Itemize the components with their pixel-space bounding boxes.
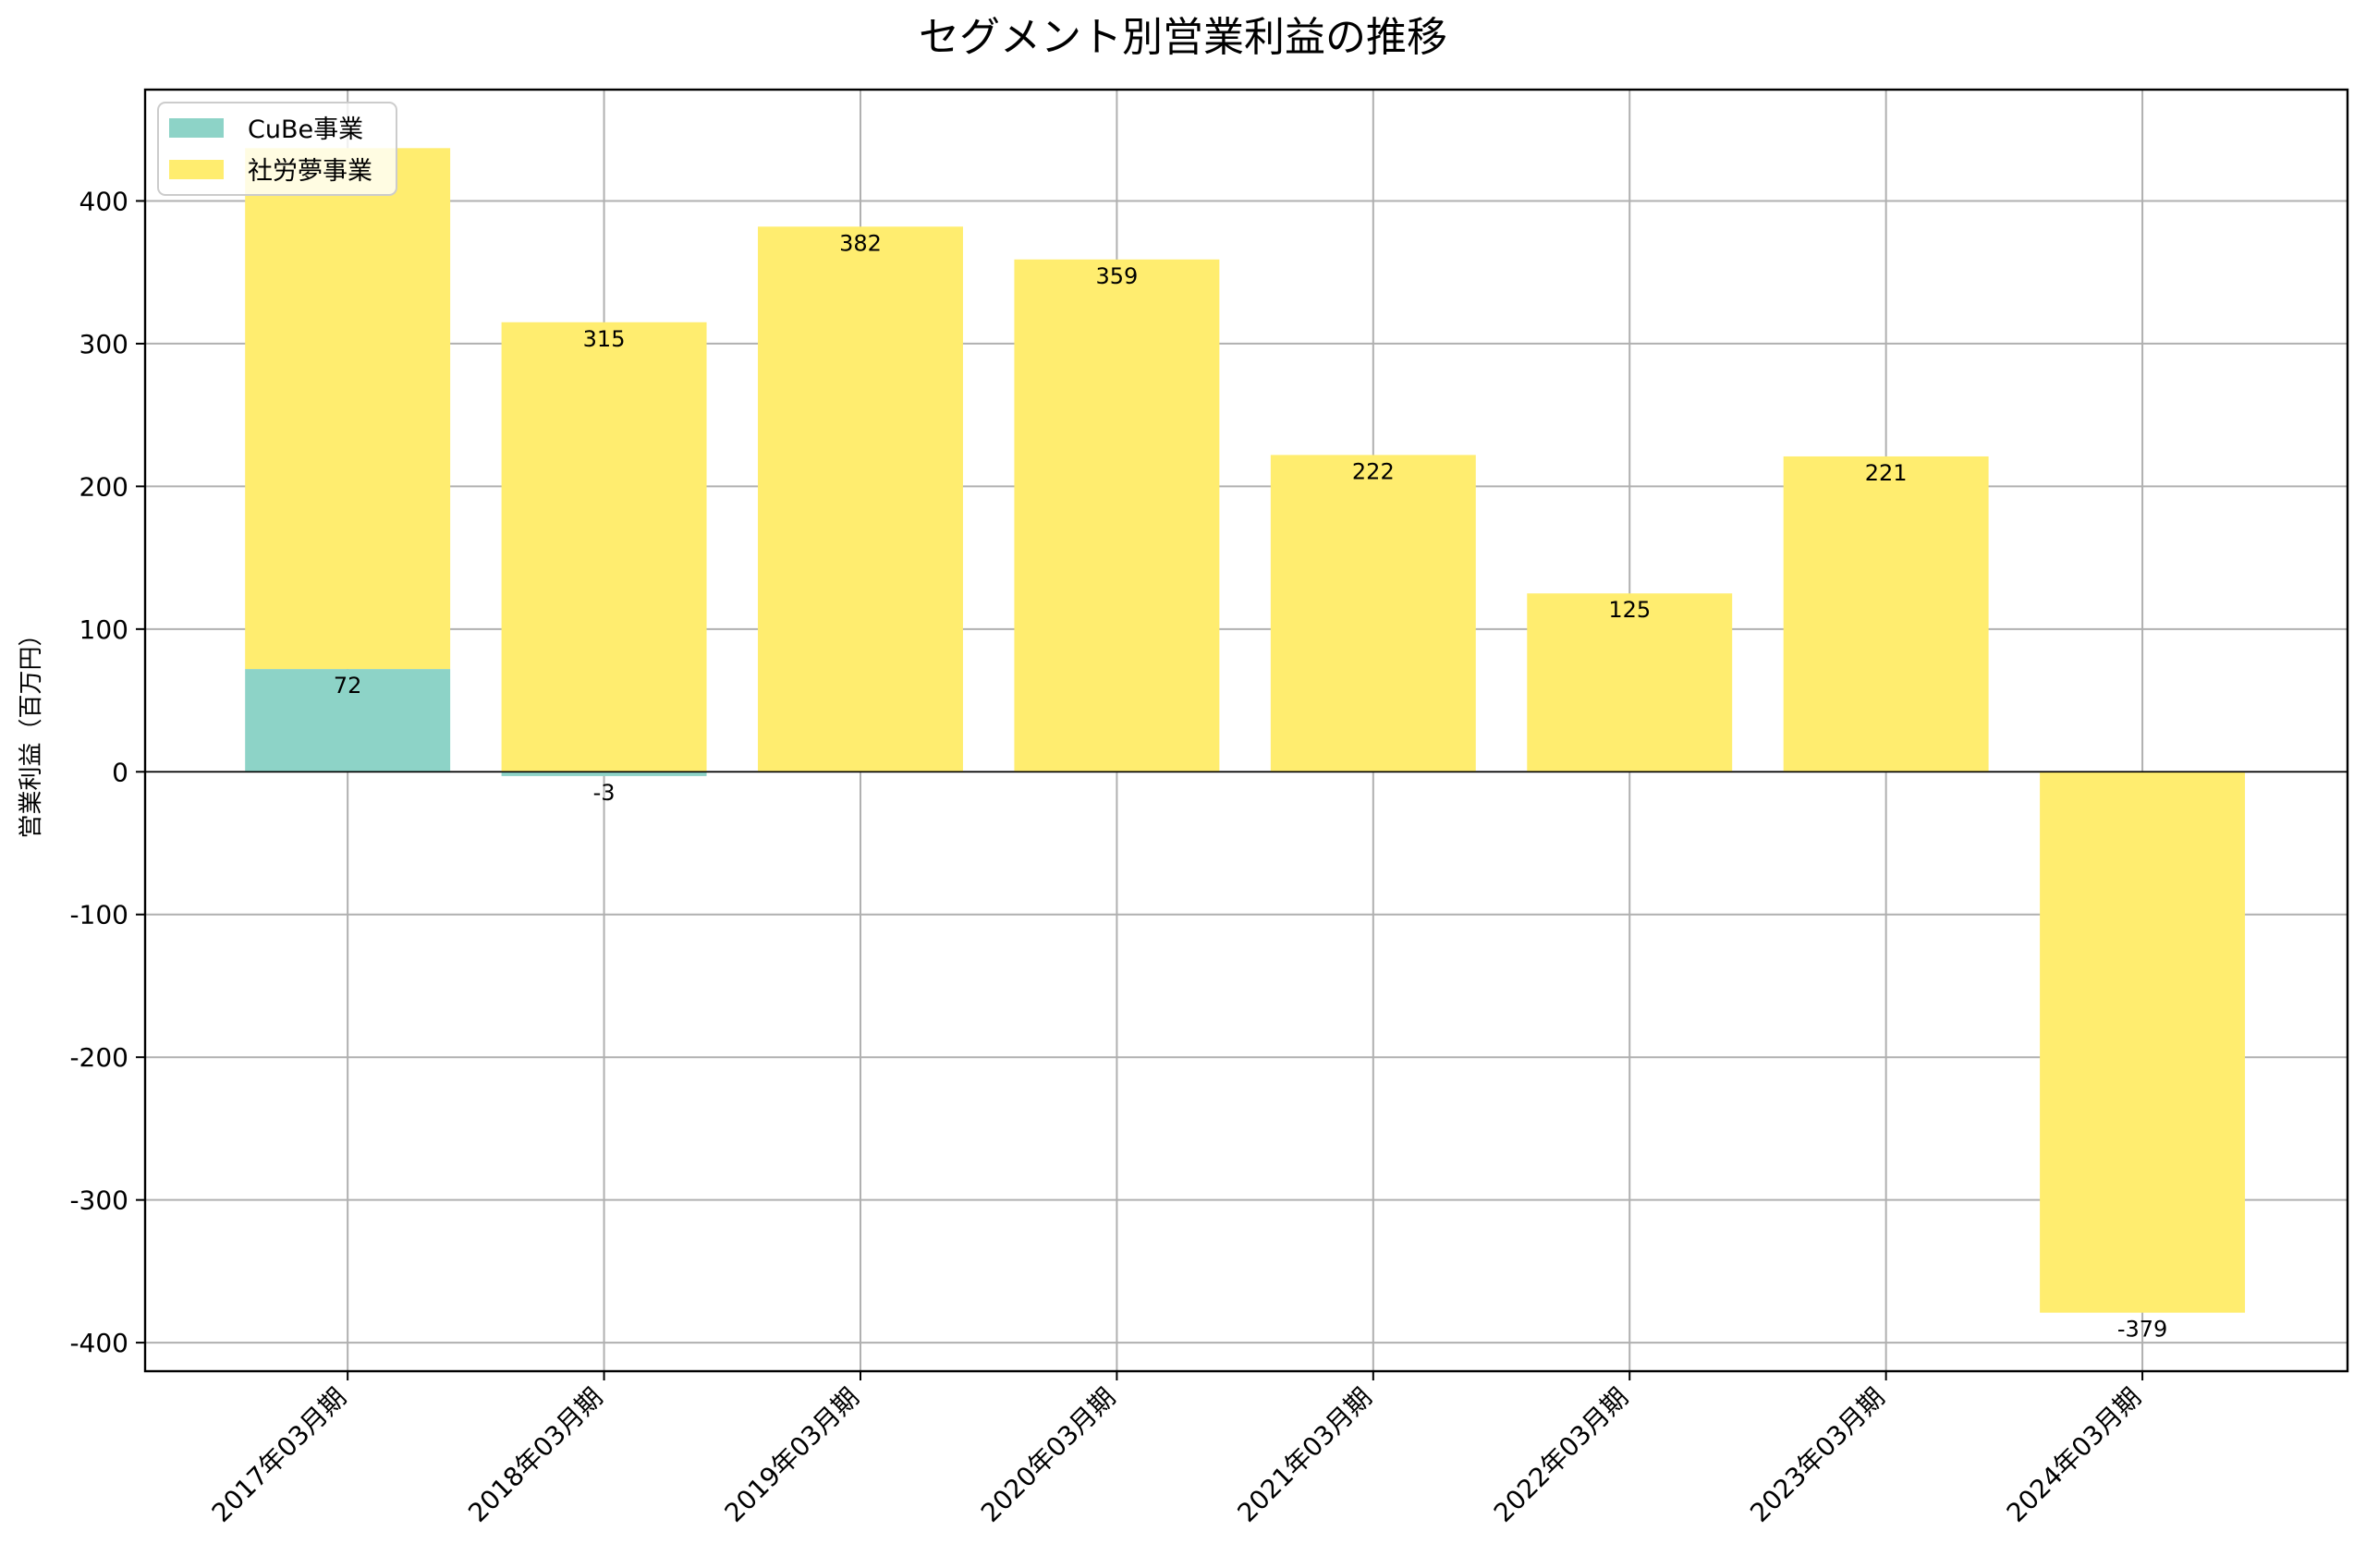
y-tick-label: 0 (112, 757, 128, 787)
legend-swatch (169, 118, 224, 138)
bars (245, 148, 2246, 1313)
x-tick-label: 2022年03月期 (1488, 1382, 1634, 1528)
bar-segment (1527, 593, 1733, 772)
plot-frame (143, 88, 2349, 1373)
y-axis: -400 -300 -200 -100 0 100 200 300 400 (69, 186, 145, 1358)
y-axis-label: 営業利益（百万円） (18, 622, 45, 838)
bar-value-label: 72 (334, 673, 362, 699)
bar-segment (1783, 456, 1989, 772)
bar-segment (501, 772, 707, 776)
bar-value-label: 125 (1608, 597, 1651, 623)
x-axis: 2017年03月期 2018年03月期 2019年03月期 2020年03月期 2021… (206, 1371, 2147, 1528)
bar-segment (1270, 455, 1476, 772)
bar-segment (758, 226, 963, 772)
bar-segment (1014, 259, 1220, 772)
y-tick-label: 400 (79, 186, 128, 216)
y-tick-label: -300 (69, 1185, 128, 1216)
bar-value-label: 315 (583, 326, 626, 352)
x-tick-label: 2018年03月期 (462, 1382, 608, 1528)
bar-value-label: 221 (1865, 460, 1908, 486)
bar-value-labels: 72 -3 315 382 359 222 125 221 -379 (334, 230, 2167, 1342)
chart-title: セグメント別営業利益の推移 (919, 14, 1447, 61)
legend-swatch (169, 160, 224, 179)
grid-lines (145, 90, 2348, 1371)
x-tick-label: 2020年03月期 (975, 1382, 1121, 1528)
bar-segment (2040, 772, 2246, 1313)
y-tick-label: -100 (69, 900, 128, 930)
bar-segment (245, 148, 451, 670)
x-tick-label: 2019年03月期 (719, 1382, 865, 1528)
bar-value-label: -3 (593, 780, 616, 806)
bar-value-label: 359 (1095, 263, 1138, 289)
x-tick-label: 2021年03月期 (1231, 1382, 1377, 1528)
bar-value-label: -379 (2117, 1317, 2167, 1343)
y-tick-label: -200 (69, 1042, 128, 1073)
legend-label: 社労夢事業 (248, 157, 372, 186)
y-tick-label: 300 (79, 329, 128, 359)
y-tick-label: 200 (79, 471, 128, 502)
bar-value-label: 222 (1352, 458, 1395, 484)
x-tick-label: 2017年03月期 (206, 1382, 352, 1528)
bar-segment (245, 669, 451, 772)
y-tick-label: -400 (69, 1328, 128, 1358)
bar-segment (501, 322, 707, 772)
y-tick-label: 100 (79, 614, 128, 645)
bar-value-label: 382 (839, 230, 882, 256)
x-tick-label: 2024年03月期 (2001, 1382, 2147, 1528)
legend-label: CuBe事業 (248, 115, 363, 144)
x-tick-label: 2023年03月期 (1744, 1382, 1890, 1528)
